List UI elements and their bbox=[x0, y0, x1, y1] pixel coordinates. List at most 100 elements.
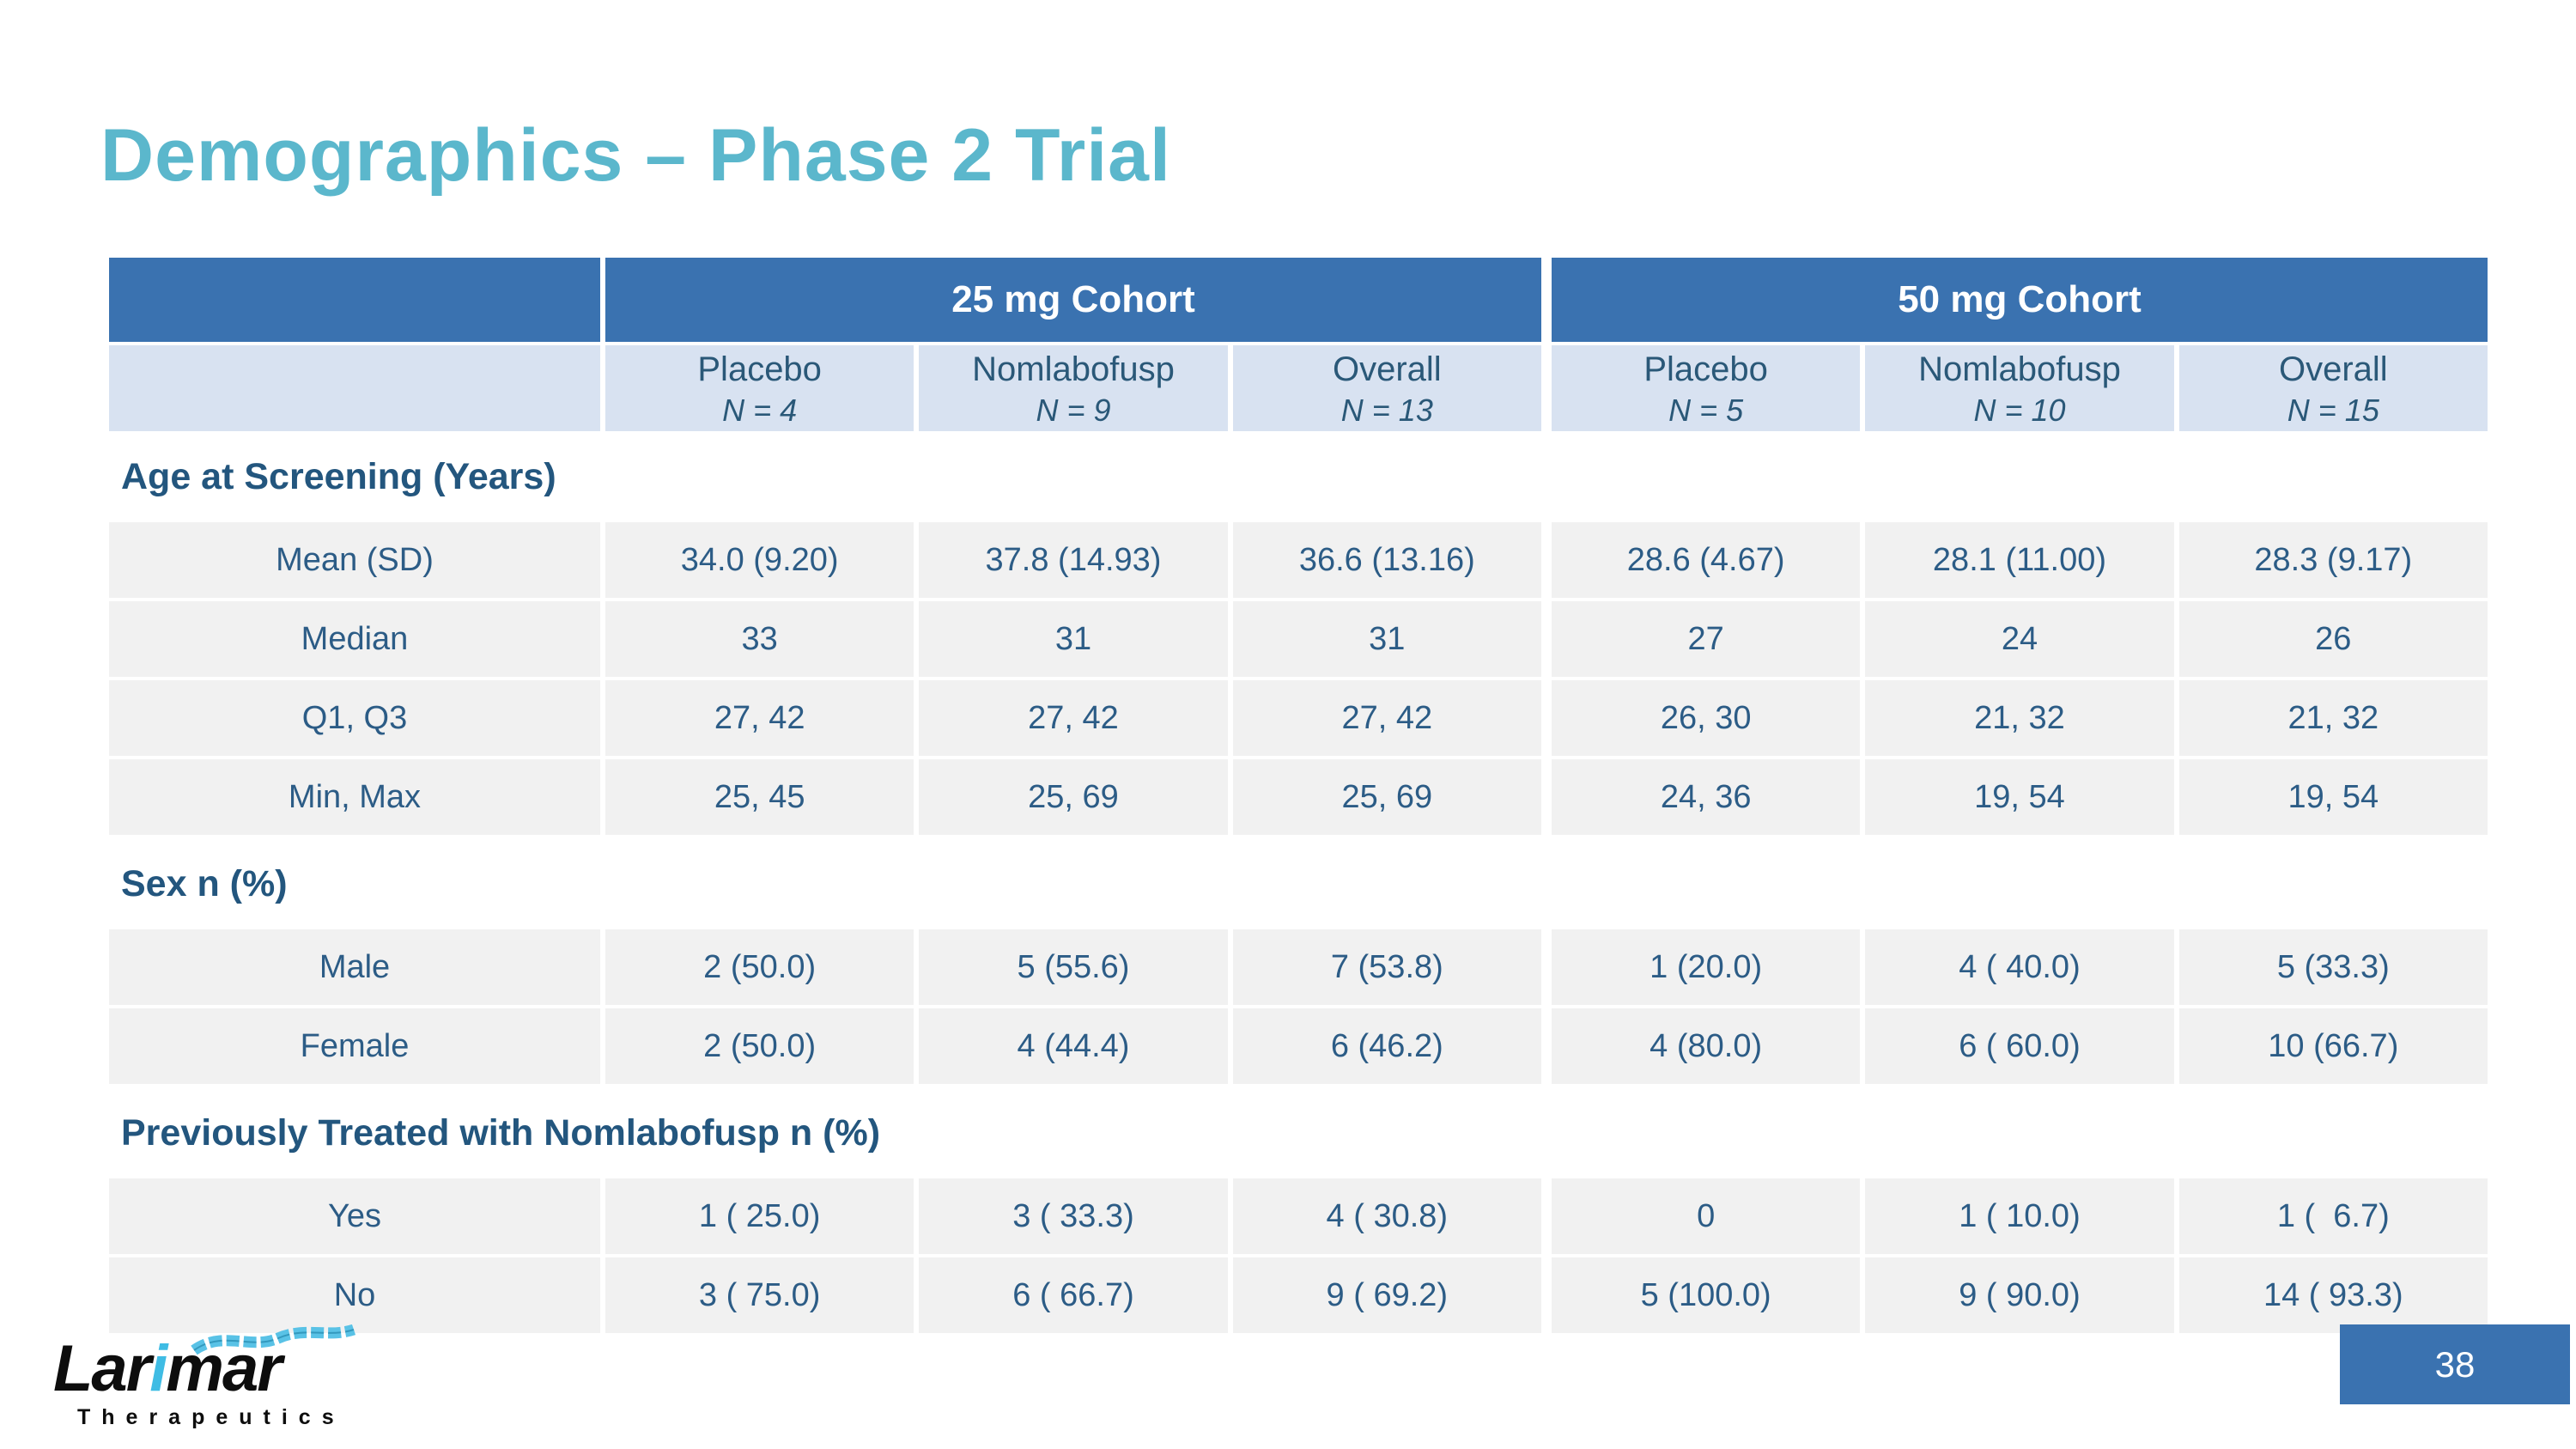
subheader-corner-cell bbox=[109, 345, 600, 431]
column-header-overall-25: Overall N = 13 bbox=[1232, 345, 1541, 431]
cell-value: 37.8 (14.93) bbox=[919, 522, 1228, 598]
cell-value: 2 (50.0) bbox=[605, 929, 914, 1005]
cell-value: 1 (20.0) bbox=[1551, 929, 1861, 1005]
cell-value: 31 bbox=[1232, 601, 1541, 677]
row-label: Mean (SD) bbox=[109, 522, 600, 598]
cell-value: 1 ( 10.0) bbox=[1865, 1178, 2174, 1254]
section-title-previously-treated: Previously Treated with Nomlabofusp n (%… bbox=[109, 1087, 2488, 1178]
column-name: Nomlabofusp bbox=[972, 350, 1175, 388]
cell-value: 36.6 (13.16) bbox=[1232, 522, 1541, 598]
cell-value: 6 (46.2) bbox=[1232, 1008, 1541, 1084]
table-row-q1-q3: Q1, Q3 27, 42 27, 42 27, 42 26, 30 21, 3… bbox=[109, 680, 2488, 756]
cell-value: 34.0 (9.20) bbox=[605, 522, 914, 598]
cell-value: 5 (100.0) bbox=[1551, 1257, 1861, 1333]
cell-value: 4 (80.0) bbox=[1551, 1008, 1861, 1084]
page-title: Demographics – Phase 2 Trial bbox=[100, 114, 1171, 197]
table-row-no: No 3 ( 75.0) 6 ( 66.7) 9 ( 69.2) 5 (100.… bbox=[109, 1257, 2488, 1333]
cell-value: 27, 42 bbox=[605, 680, 914, 756]
cell-value: 4 ( 40.0) bbox=[1865, 929, 2174, 1005]
cell-value: 31 bbox=[919, 601, 1228, 677]
demographics-table: 25 mg Cohort 50 mg Cohort Placebo N = 4 … bbox=[109, 258, 2488, 1336]
column-name: Nomlabofusp bbox=[1918, 350, 2121, 388]
cell-value: 24 bbox=[1865, 601, 2174, 677]
cell-value: 9 ( 69.2) bbox=[1232, 1257, 1541, 1333]
cell-value: 6 ( 66.7) bbox=[919, 1257, 1228, 1333]
cell-value: 6 ( 60.0) bbox=[1865, 1008, 2174, 1084]
cell-value: 1 ( 6.7) bbox=[2178, 1178, 2488, 1254]
column-n: N = 5 bbox=[1668, 392, 1744, 428]
row-label: Min, Max bbox=[109, 759, 600, 835]
cell-value: 28.3 (9.17) bbox=[2178, 522, 2488, 598]
table-row-male: Male 2 (50.0) 5 (55.6) 7 (53.8) 1 (20.0)… bbox=[109, 929, 2488, 1005]
column-name: Overall bbox=[2278, 350, 2388, 388]
column-n: N = 13 bbox=[1340, 392, 1433, 428]
column-header-nomlabofusp-25: Nomlabofusp N = 9 bbox=[919, 345, 1228, 431]
column-header-overall-50: Overall N = 15 bbox=[2178, 345, 2488, 431]
column-name: Overall bbox=[1332, 350, 1442, 388]
cell-value: 25, 69 bbox=[919, 759, 1228, 835]
cell-value: 3 ( 75.0) bbox=[605, 1257, 914, 1333]
column-n: N = 9 bbox=[1036, 392, 1111, 428]
cohort-header-50mg: 50 mg Cohort bbox=[1552, 258, 2488, 342]
column-header-nomlabofusp-50: Nomlabofusp N = 10 bbox=[1865, 345, 2174, 431]
row-label: Male bbox=[109, 929, 600, 1005]
table-row-mean: Mean (SD) 34.0 (9.20) 37.8 (14.93) 36.6 … bbox=[109, 522, 2488, 598]
cell-value: 3 ( 33.3) bbox=[919, 1178, 1228, 1254]
cell-value: 19, 54 bbox=[2178, 759, 2488, 835]
column-header-placebo-25: Placebo N = 4 bbox=[605, 345, 914, 431]
column-n: N = 4 bbox=[722, 392, 798, 428]
table-row-median: Median 33 31 31 27 24 26 bbox=[109, 601, 2488, 677]
cell-value: 28.6 (4.67) bbox=[1551, 522, 1861, 598]
section-title-age: Age at Screening (Years) bbox=[109, 431, 2488, 522]
table-row-female: Female 2 (50.0) 4 (44.4) 6 (46.2) 4 (80.… bbox=[109, 1008, 2488, 1084]
logo-part2-accent: i bbox=[149, 1332, 167, 1405]
cell-value: 21, 32 bbox=[2178, 680, 2488, 756]
cell-value: 19, 54 bbox=[1865, 759, 2174, 835]
cell-value: 26 bbox=[2178, 601, 2488, 677]
table-row-yes: Yes 1 ( 25.0) 3 ( 33.3) 4 ( 30.8) 0 1 ( … bbox=[109, 1178, 2488, 1254]
cohort-header-25mg: 25 mg Cohort bbox=[605, 258, 1541, 342]
table-header-arm-row: Placebo N = 4 Nomlabofusp N = 9 Overall … bbox=[109, 345, 2488, 431]
cell-value: 33 bbox=[605, 601, 914, 677]
logo-part1: Lar bbox=[53, 1332, 151, 1405]
page-number-box: 38 bbox=[2340, 1324, 2570, 1404]
cell-value: 2 (50.0) bbox=[605, 1008, 914, 1084]
cell-value: 26, 30 bbox=[1551, 680, 1861, 756]
cell-value: 5 (33.3) bbox=[2178, 929, 2488, 1005]
cell-value: 10 (66.7) bbox=[2178, 1008, 2488, 1084]
cell-value: 27, 42 bbox=[919, 680, 1228, 756]
cell-value: 4 (44.4) bbox=[919, 1008, 1228, 1084]
cell-value: 21, 32 bbox=[1865, 680, 2174, 756]
cell-value: 27, 42 bbox=[1232, 680, 1541, 756]
logo-wordmark: Larimar bbox=[53, 1336, 362, 1402]
table-header-cohort-row: 25 mg Cohort 50 mg Cohort bbox=[109, 258, 2488, 342]
cell-value: 4 ( 30.8) bbox=[1232, 1178, 1541, 1254]
cell-value: 24, 36 bbox=[1551, 759, 1861, 835]
table-row-min-max: Min, Max 25, 45 25, 69 25, 69 24, 36 19,… bbox=[109, 759, 2488, 835]
column-n: N = 15 bbox=[2287, 392, 2379, 428]
row-label: Female bbox=[109, 1008, 600, 1084]
row-label: Q1, Q3 bbox=[109, 680, 600, 756]
column-name: Placebo bbox=[697, 350, 822, 388]
cell-value: 28.1 (11.00) bbox=[1865, 522, 2174, 598]
page-number: 38 bbox=[2434, 1343, 2476, 1385]
cell-value: 25, 45 bbox=[605, 759, 914, 835]
cell-value: 14 ( 93.3) bbox=[2178, 1257, 2488, 1333]
dna-helix-icon bbox=[191, 1324, 356, 1355]
cell-value: 0 bbox=[1551, 1178, 1861, 1254]
cell-value: 1 ( 25.0) bbox=[605, 1178, 914, 1254]
cell-value: 25, 69 bbox=[1232, 759, 1541, 835]
row-label: No bbox=[109, 1257, 600, 1333]
cell-value: 7 (53.8) bbox=[1232, 929, 1541, 1005]
larimar-logo: Larimar Therapeutics bbox=[53, 1324, 362, 1440]
logo-subtitle: Therapeutics bbox=[77, 1405, 345, 1429]
header-corner-cell bbox=[109, 258, 600, 342]
row-label: Yes bbox=[109, 1178, 600, 1254]
section-title-sex: Sex n (%) bbox=[109, 838, 2488, 929]
cell-value: 5 (55.6) bbox=[919, 929, 1228, 1005]
cell-value: 27 bbox=[1551, 601, 1861, 677]
cell-value: 9 ( 90.0) bbox=[1865, 1257, 2174, 1333]
column-header-placebo-50: Placebo N = 5 bbox=[1551, 345, 1861, 431]
column-n: N = 10 bbox=[1973, 392, 2066, 428]
